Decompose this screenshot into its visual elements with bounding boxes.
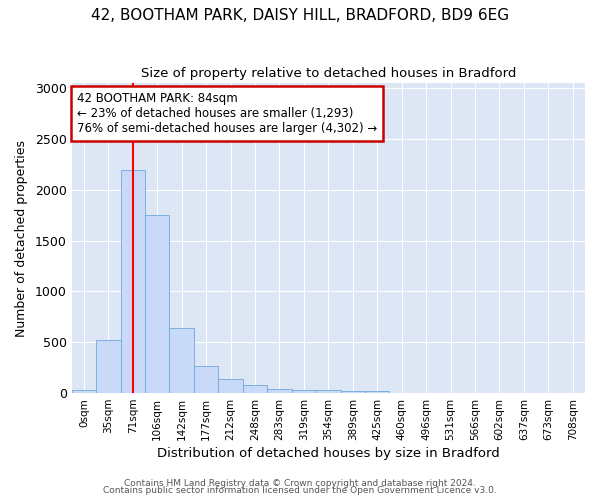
Bar xyxy=(292,390,316,393)
Bar xyxy=(145,215,169,393)
Bar xyxy=(243,385,267,393)
Bar xyxy=(316,390,341,393)
Text: 42, BOOTHAM PARK, DAISY HILL, BRADFORD, BD9 6EG: 42, BOOTHAM PARK, DAISY HILL, BRADFORD, … xyxy=(91,8,509,22)
Bar xyxy=(218,379,243,393)
Text: 42 BOOTHAM PARK: 84sqm
← 23% of detached houses are smaller (1,293)
76% of semi-: 42 BOOTHAM PARK: 84sqm ← 23% of detached… xyxy=(77,92,377,136)
Bar xyxy=(96,340,121,393)
Y-axis label: Number of detached properties: Number of detached properties xyxy=(15,140,28,336)
X-axis label: Distribution of detached houses by size in Bradford: Distribution of detached houses by size … xyxy=(157,447,500,460)
Bar xyxy=(169,328,194,393)
Bar xyxy=(194,366,218,393)
Text: Contains public sector information licensed under the Open Government Licence v3: Contains public sector information licen… xyxy=(103,486,497,495)
Bar xyxy=(365,391,389,393)
Bar xyxy=(71,390,96,393)
Text: Contains HM Land Registry data © Crown copyright and database right 2024.: Contains HM Land Registry data © Crown c… xyxy=(124,478,476,488)
Bar xyxy=(267,389,292,393)
Bar xyxy=(121,170,145,393)
Bar xyxy=(341,391,365,393)
Title: Size of property relative to detached houses in Bradford: Size of property relative to detached ho… xyxy=(140,68,516,80)
